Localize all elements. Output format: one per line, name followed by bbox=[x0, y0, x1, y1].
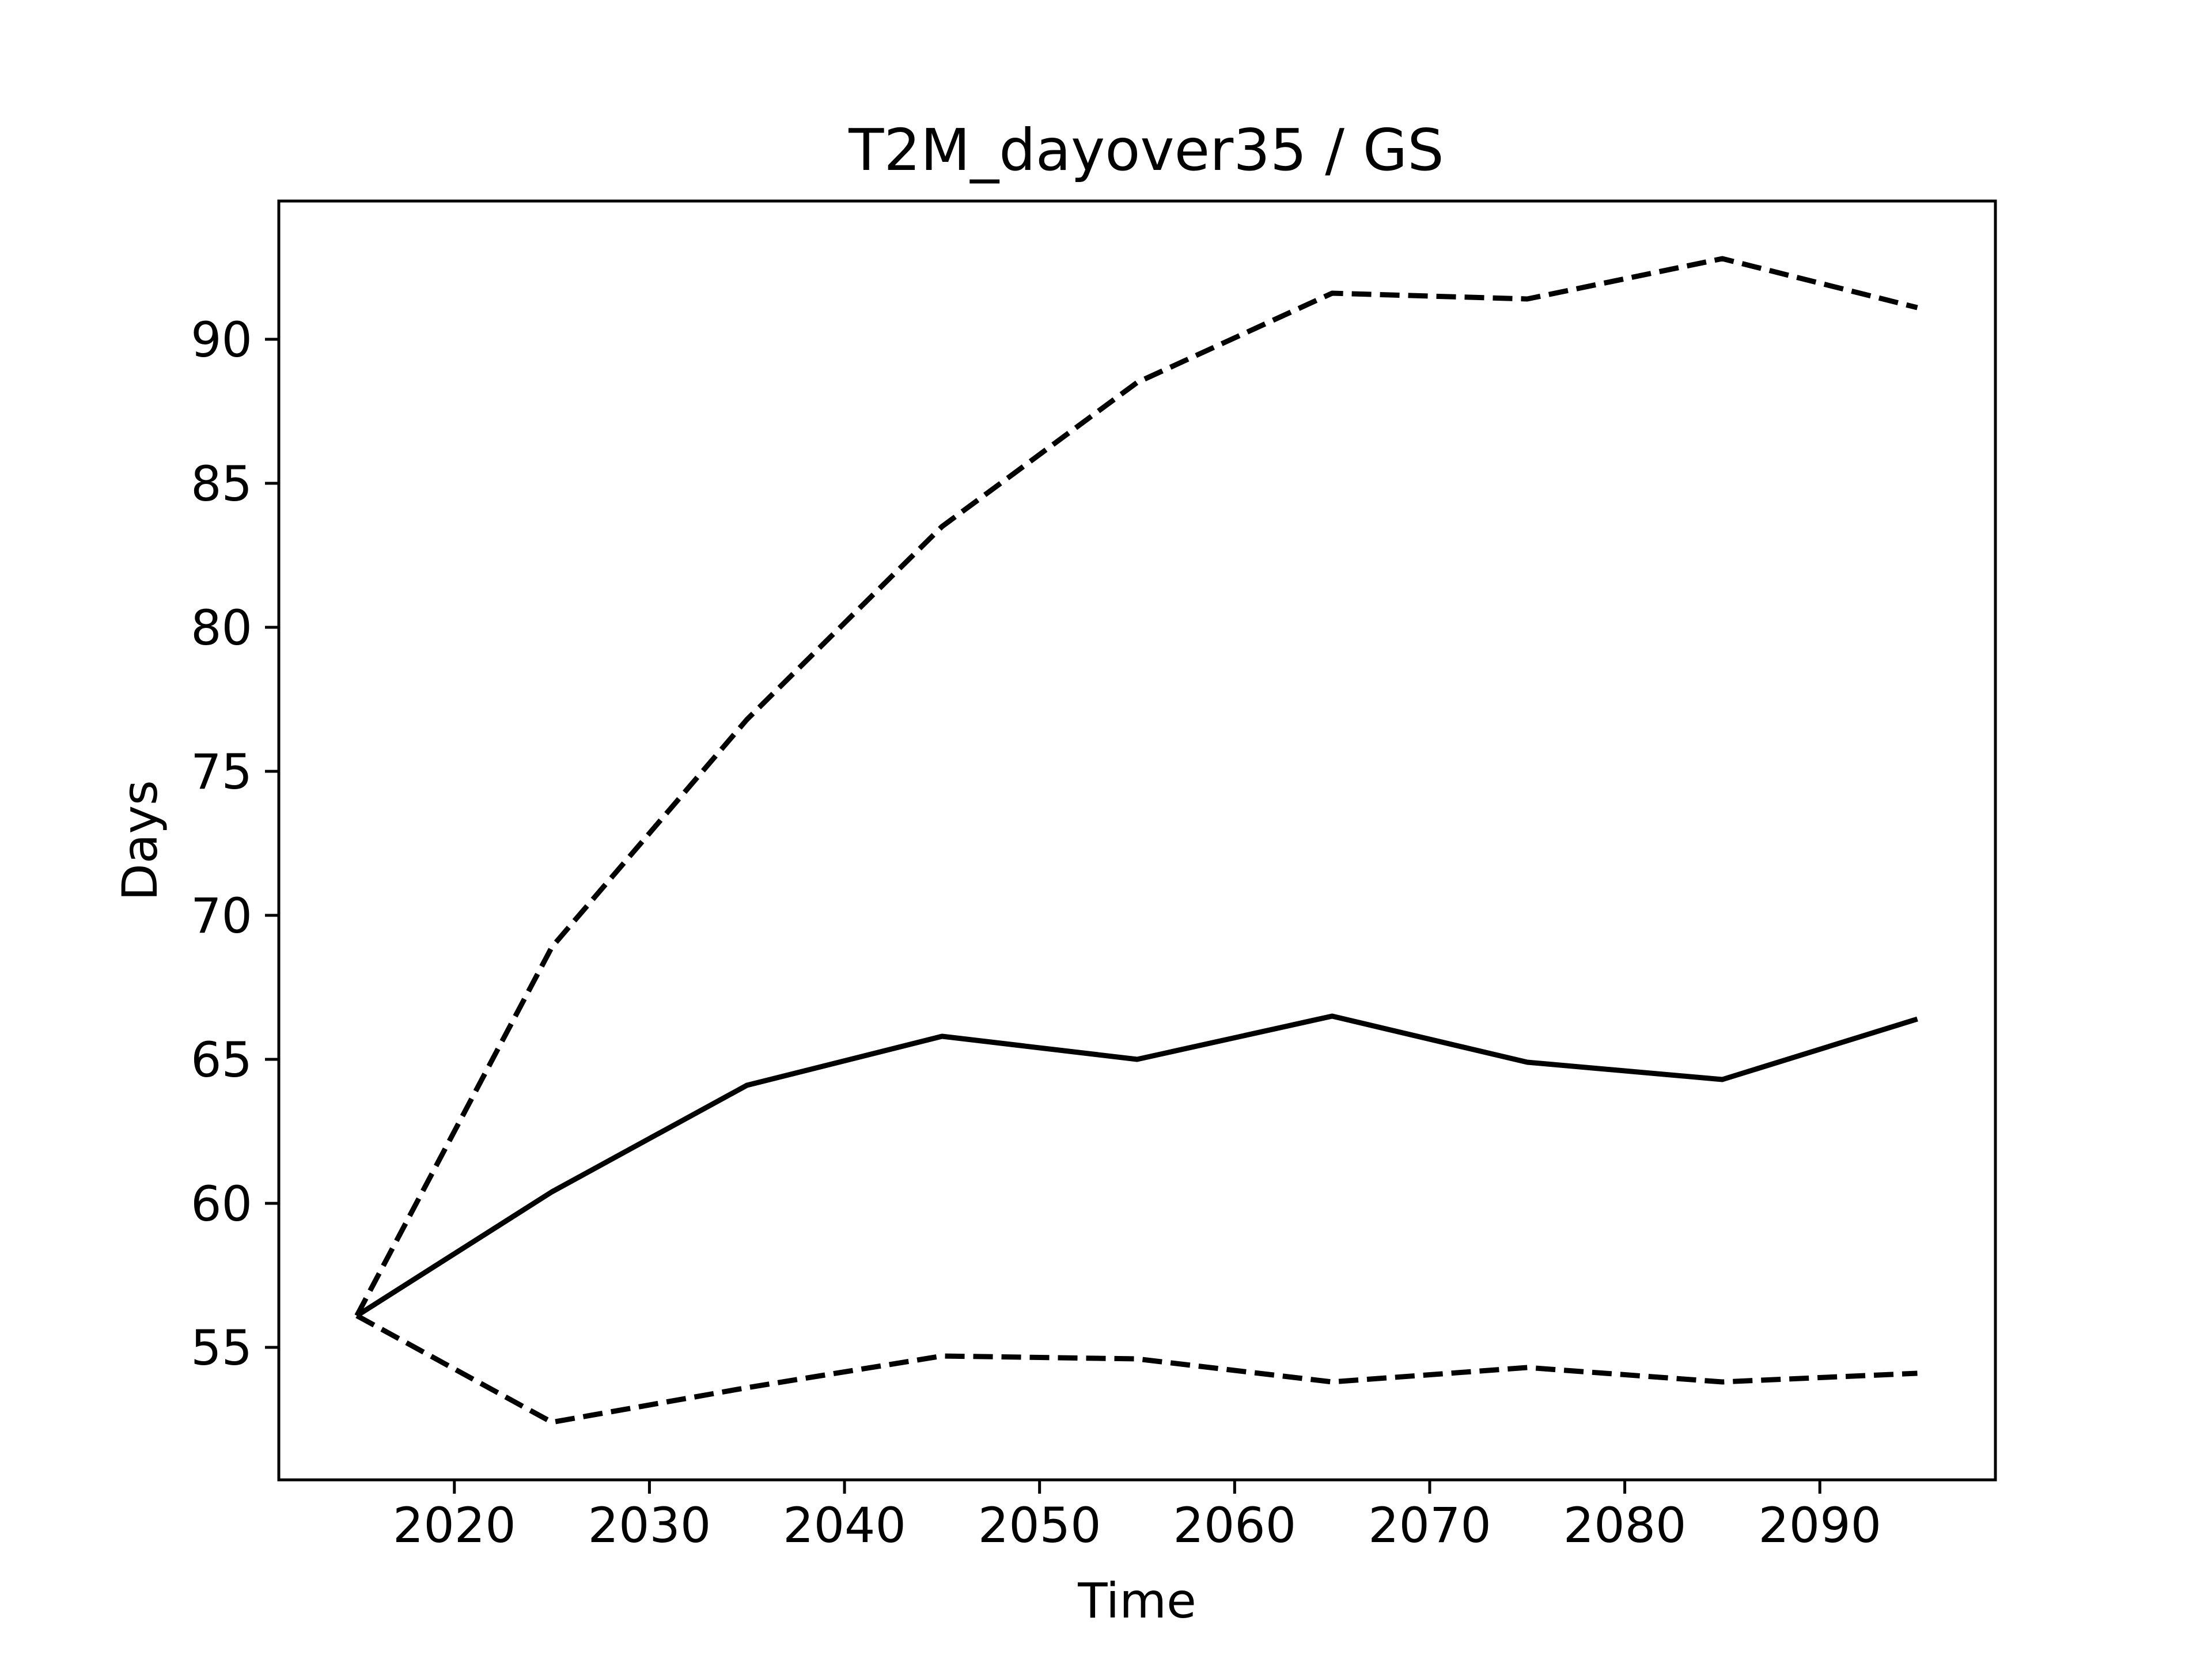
x-tick-label: 2080 bbox=[1563, 1497, 1687, 1554]
y-tick-label: 90 bbox=[191, 312, 252, 368]
x-tick-label: 2090 bbox=[1758, 1497, 1881, 1554]
x-tick-label: 2040 bbox=[783, 1497, 906, 1554]
x-axis: 2020 2030 2040 2050 2060 2070 2080 2090 bbox=[393, 1480, 1881, 1554]
series-line-upper-dashed bbox=[354, 256, 1918, 1317]
series-layer bbox=[354, 256, 1918, 1425]
x-tick-label: 2070 bbox=[1368, 1497, 1491, 1554]
y-axis: 55 60 65 70 75 80 85 90 bbox=[191, 312, 279, 1376]
y-tick-label: 80 bbox=[191, 600, 252, 656]
chart-title: T2M_dayover35 / GS bbox=[848, 116, 1444, 184]
series-line-lower-dashed bbox=[355, 1313, 1918, 1425]
x-tick-label: 2030 bbox=[588, 1497, 711, 1554]
x-axis-label: Time bbox=[1077, 1573, 1196, 1629]
y-tick-label: 65 bbox=[191, 1032, 252, 1088]
y-axis-label: Days bbox=[112, 780, 168, 901]
y-tick-label: 55 bbox=[191, 1320, 252, 1376]
y-tick-label: 85 bbox=[191, 456, 252, 512]
x-tick-label: 2020 bbox=[393, 1497, 516, 1554]
x-tick-label: 2060 bbox=[1173, 1497, 1296, 1554]
x-tick-label: 2050 bbox=[978, 1497, 1101, 1554]
plot-frame bbox=[277, 199, 1997, 1482]
y-tick-label: 70 bbox=[191, 888, 252, 944]
y-tick-label: 60 bbox=[191, 1176, 252, 1232]
y-tick-label: 75 bbox=[191, 744, 252, 800]
series-line-solid bbox=[355, 1013, 1918, 1318]
